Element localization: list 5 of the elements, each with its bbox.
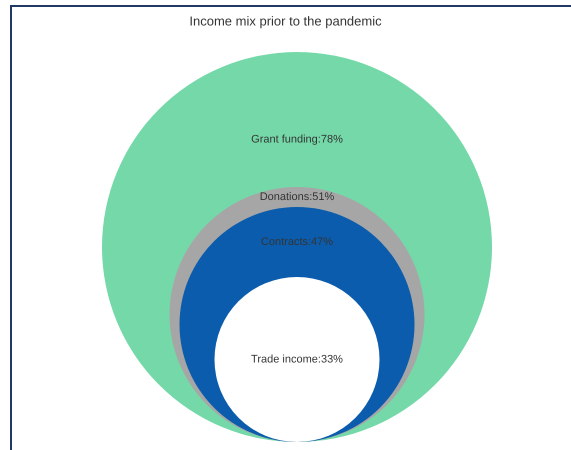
data-label: Donations:51%: [260, 191, 335, 204]
data-label: Contracts:47%: [260, 236, 334, 248]
data-label: Trade income:33%: [251, 354, 344, 366]
data-label: Grant funding:78%: [251, 134, 344, 146]
text: Income mix prior to the pandemic: [189, 13, 382, 28]
